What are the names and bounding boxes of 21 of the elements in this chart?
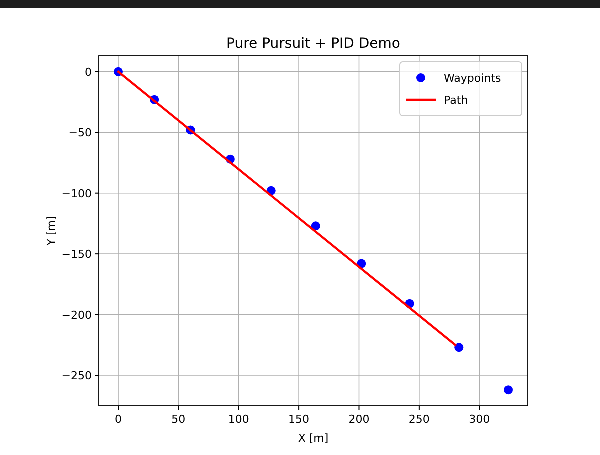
legend-label: Waypoints — [444, 72, 502, 85]
x-tick-label: 100 — [228, 413, 250, 426]
y-tick-label: −150 — [62, 248, 92, 262]
legend-label: Path — [444, 94, 468, 107]
point — [311, 222, 320, 231]
x-tick-label: 0 — [115, 413, 122, 426]
x-tick-label: 150 — [288, 413, 310, 426]
y-axis-title: Y [m] — [45, 216, 58, 247]
point — [454, 343, 464, 352]
y-tick-label: −250 — [62, 370, 92, 383]
y-tick-label: −100 — [62, 187, 92, 200]
y-tick-label: −50 — [68, 126, 92, 140]
x-axis-title: X [m] — [298, 432, 329, 445]
y-tick-label: 0 — [85, 66, 92, 79]
x-tick-label: 50 — [172, 413, 186, 426]
x-tick-label: 300 — [469, 413, 490, 426]
point — [504, 386, 513, 395]
chart-title: Pure Pursuit + PID Demo — [226, 36, 400, 52]
y-tick-label: −200 — [62, 308, 92, 322]
x-tick-label: 200 — [348, 413, 370, 426]
x-tick-label: 250 — [408, 413, 430, 426]
